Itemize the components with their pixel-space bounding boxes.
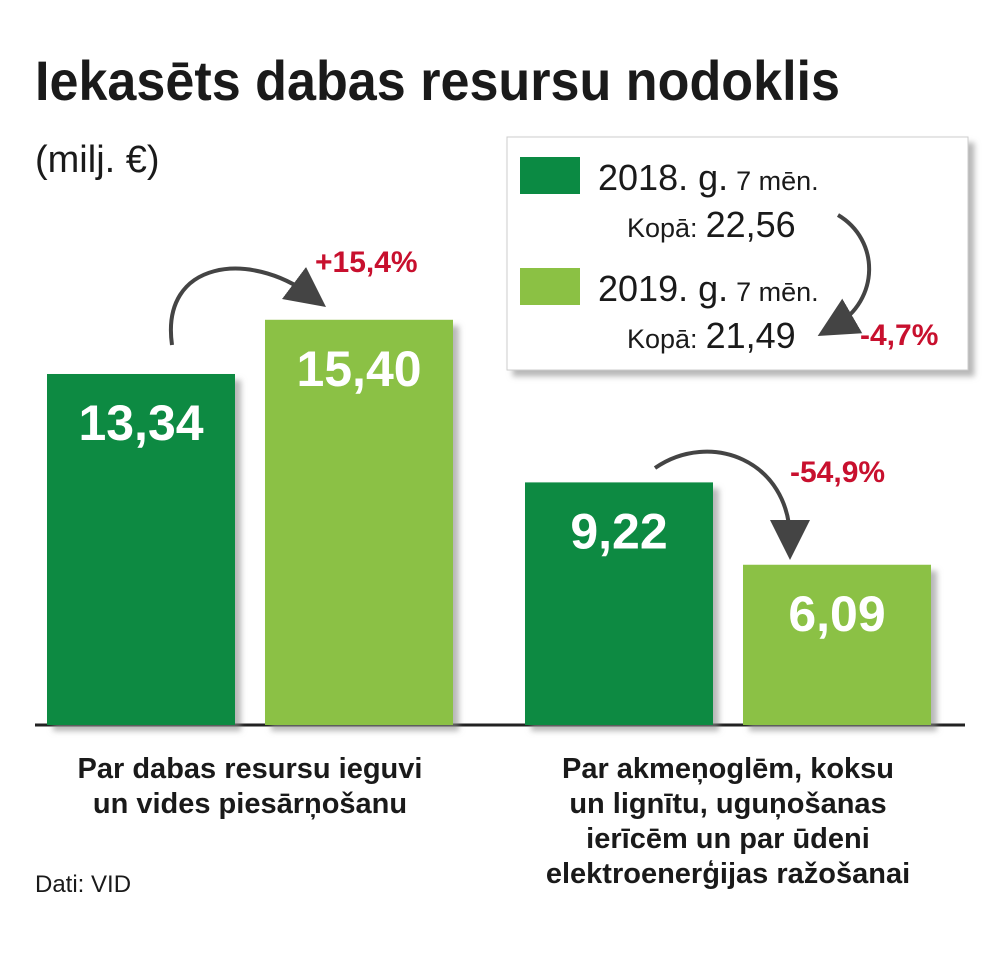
value-label: 15,40 xyxy=(296,341,421,397)
total-text: Kopā: xyxy=(627,213,698,243)
legend-period: 7 mēn. xyxy=(736,277,819,307)
legend-name: 2018. g. xyxy=(598,157,728,198)
arrow xyxy=(817,213,872,337)
bar xyxy=(265,319,453,725)
change-label: +15,4% xyxy=(315,246,418,279)
bar xyxy=(525,482,713,725)
x-tick-label: ierīcēm un par ūdeni xyxy=(586,823,870,855)
change-label: -54,9% xyxy=(790,456,885,489)
x-tick-label: Par akmeņoglēm, koksu xyxy=(562,753,894,785)
chart-title: Iekasēts dabas resursu nodoklis xyxy=(35,49,840,112)
x-tick-label: un vides piesārņošanu xyxy=(93,788,407,820)
arrow xyxy=(653,449,810,560)
value-label: 6,09 xyxy=(788,586,885,642)
legend-swatch xyxy=(520,268,580,305)
value-label: 13,34 xyxy=(78,395,203,451)
chart-subtitle: (milj. €) xyxy=(35,139,160,181)
value-label: 9,22 xyxy=(570,503,667,559)
legend-total: Kopā: 22,56 xyxy=(627,204,796,245)
x-tick-label: elektroenerģijas ražošanai xyxy=(546,858,910,890)
legend-label: 2019. g. 7 mēn. xyxy=(598,268,819,309)
legend-label: 2018. g. 7 mēn. xyxy=(598,157,819,198)
x-tick-label: Par dabas resursu ieguvi xyxy=(78,753,423,785)
bar xyxy=(743,564,931,725)
x-tick-label: un lignītu, uguņošanas xyxy=(569,788,886,820)
total-value: 21,49 xyxy=(706,315,796,356)
total-text: Kopā: xyxy=(627,324,698,354)
bar xyxy=(47,373,235,725)
legend-name: 2019. g. xyxy=(598,268,728,309)
total-value: 22,56 xyxy=(706,204,796,245)
legend-box xyxy=(506,136,969,371)
legend-period: 7 mēn. xyxy=(736,166,819,196)
legend-swatch xyxy=(520,157,580,194)
legend-total: Kopā: 21,49 xyxy=(627,315,796,356)
total-change-label: -4,7% xyxy=(860,319,938,352)
source: Dati: VID xyxy=(35,871,131,898)
arrow xyxy=(168,266,327,346)
